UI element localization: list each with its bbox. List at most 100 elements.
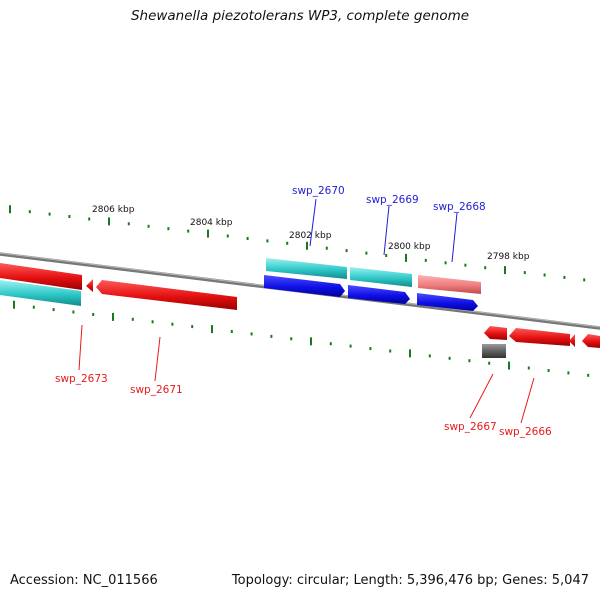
scale-label-2802: 2802 kbp [289,231,332,241]
upper-tick-22 [444,261,447,265]
upper-tick-4 [88,217,91,221]
upper-tick-18 [365,251,368,255]
scale-label-2806: 2806 kbp [92,205,135,215]
leader-swp-2671 [154,336,161,382]
scale-label-2798: 2798 kbp [487,252,530,262]
lower-tick-10 [211,325,213,334]
upper-tick-6 [127,222,130,226]
lower-tick-1 [32,305,35,309]
lower-tick-21 [428,354,431,358]
gene-swp-2670-rna[interactable] [266,258,347,279]
upper-tick-21 [424,258,427,262]
gene-small-red-arrow-2[interactable] [569,334,575,347]
upper-tick-23 [464,263,467,267]
lower-tick-17 [349,344,352,348]
upper-tick-12 [246,237,249,240]
lower-tick-7 [151,320,154,324]
upper-tick-29 [583,278,586,282]
lower-tick-25 [508,361,510,370]
upper-tick-11 [226,234,229,238]
upper-tick-5 [108,217,110,226]
upper-tick-27 [543,273,546,277]
lower-tick-3 [72,310,75,314]
upper-tick-19 [385,254,388,257]
gene-swp-2668-cds[interactable] [417,293,478,311]
upper-tick-2 [48,212,51,216]
lower-tick-13 [270,334,273,338]
lower-tick-8 [171,322,174,326]
upper-tick-0 [9,205,11,214]
upper-tick-16 [325,246,328,250]
gene-swp-2667-cds[interactable] [484,326,507,340]
map-title: Shewanella piezotolerans WP3, complete g… [130,8,470,24]
lower-tick-15 [310,337,312,346]
upper-tick-7 [147,224,150,228]
upper-tick-13 [266,239,269,243]
gene-teal-left[interactable] [0,280,81,306]
leader-swp-2669 [383,205,390,256]
label-swp-2671[interactable]: swp_2671 [130,384,183,396]
lower-tick-4 [92,313,95,316]
accession-text: Accession: NC_011566 [10,573,158,588]
gene-swp-2673-cds[interactable] [0,263,82,290]
upper-tick-9 [187,229,190,233]
lower-tick-0 [13,300,15,309]
label-swp-2666[interactable]: swp_2666 [499,426,552,438]
label-swp-2668[interactable]: swp_2668 [433,201,486,213]
lower-tick-5 [112,312,114,321]
lower-tick-16 [329,342,332,346]
genome-summary-text: Topology: circular; Length: 5,396,476 bp… [231,573,589,588]
lower-tick-6 [131,317,134,321]
upper-tick-3 [68,215,71,218]
leader-swp-2670 [309,198,317,247]
lower-tick-9 [191,325,194,329]
label-swp-2670[interactable]: swp_2670 [292,185,345,197]
lower-tick-29 [587,373,590,377]
leader-swp-2667 [469,373,494,419]
gene-swp-2669-cds[interactable] [348,285,410,304]
lower-tick-28 [567,371,570,375]
scale-label-2800: 2800 kbp [388,242,431,252]
scale-ticks-upper [9,205,586,282]
gene-swp-2670-cds[interactable] [264,275,345,297]
upper-tick-1 [28,210,31,214]
label-swp-2667[interactable]: swp_2667 [444,421,497,433]
upper-tick-26 [523,271,526,275]
lower-tick-14 [290,337,293,341]
upper-tick-28 [563,275,566,279]
leader-swp-2673 [78,324,83,371]
label-swp-2673[interactable]: swp_2673 [55,373,108,385]
lower-tick-12 [250,332,253,336]
label-swp-2669[interactable]: swp_2669 [366,194,419,206]
upper-tick-15 [306,241,308,250]
gene-swp-2667-other[interactable] [482,344,506,358]
gene-swp-2669-rna[interactable] [350,267,412,287]
upper-tick-17 [345,249,348,253]
gene-swp-2668-pseudo[interactable] [418,275,481,294]
upper-tick-10 [207,229,209,238]
lower-tick-27 [547,369,550,372]
upper-tick-25 [504,266,506,275]
lower-tick-20 [409,349,411,358]
gene-small-red-arrow[interactable] [86,279,93,292]
lower-tick-26 [527,366,530,370]
lower-tick-23 [468,359,471,363]
upper-tick-20 [405,253,407,262]
lower-tick-11 [230,330,233,333]
lower-tick-19 [389,349,392,353]
lower-tick-24 [488,361,491,365]
lower-tick-2 [52,308,55,312]
leader-swp-2668 [451,212,458,263]
upper-tick-14 [286,241,289,245]
scale-ticks-lower [13,300,590,377]
lower-tick-18 [369,347,372,351]
upper-tick-24 [484,266,487,270]
upper-tick-8 [167,227,170,231]
gene-swp-2671-cds[interactable] [96,280,237,310]
gene-right-edge-red[interactable] [582,334,600,348]
lower-tick-22 [448,356,451,360]
gene-swp-2666-cds[interactable] [509,328,570,346]
scale-label-2804: 2804 kbp [190,218,233,228]
leader-swp-2666 [520,377,535,424]
